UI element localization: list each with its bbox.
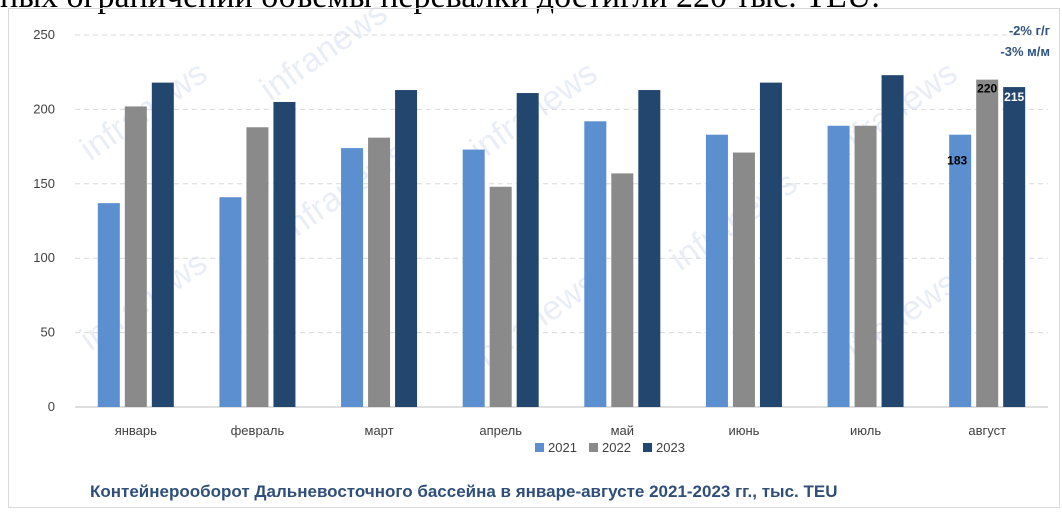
legend-swatch [589,443,598,452]
x-tick-label: август [968,423,1006,438]
bar-2021 [827,125,850,407]
data-label: 215 [1004,90,1024,104]
bar-2023 [273,101,296,408]
y-tick-label: 200 [33,101,55,116]
bar-2021 [584,121,607,407]
legend-label: 2022 [602,440,631,455]
article-text-fragment: ных ограничений объемы перевалки достигл… [0,0,880,16]
bar-2023 [151,82,174,407]
bar-2023 [1003,87,1026,407]
bar-2023 [638,90,661,407]
legend-label: 2023 [656,440,685,455]
bar-2023 [759,82,782,407]
bar-2022 [368,137,391,407]
annotation-text: -2% г/г [1009,23,1051,38]
x-tick-label: июнь [728,423,759,438]
legend-swatch [535,443,544,452]
bar-2021 [949,134,972,408]
y-tick-label: 100 [33,250,55,265]
x-tick-label: июль [850,423,881,438]
x-tick-label: январь [115,423,157,438]
bar-2021 [219,197,242,407]
x-tick-label: февраль [231,423,285,438]
bar-2022 [854,125,877,407]
chart-title: Контейнерооборот Дальневосточного бассей… [90,482,837,501]
y-tick-label: 0 [48,399,55,414]
bar-2023 [516,93,539,408]
y-tick-label: 250 [33,27,55,42]
bar-2022 [611,173,634,407]
bar-2022 [489,186,512,407]
legend-swatch [643,443,652,452]
y-tick-label: 50 [41,325,55,340]
x-tick-label: апрель [479,423,522,438]
data-label: 183 [947,154,967,168]
bar-2021 [341,148,364,407]
legend-label: 2021 [548,440,577,455]
y-tick-label: 150 [33,176,55,191]
x-tick-label: май [611,423,634,438]
x-tick-label: март [365,423,394,438]
watermark-text: infranews [253,0,394,108]
bar-2022 [246,127,269,408]
bar-2021 [462,149,485,408]
bar-2022 [732,152,755,407]
data-label: 220 [977,82,997,96]
bar-2023 [881,75,904,408]
bar-2021 [97,203,120,407]
bar-2022 [976,79,999,407]
bar-2021 [705,134,728,408]
annotation-text: -3% м/м [1000,44,1050,59]
bar-2022 [124,106,147,407]
bar-2023 [395,90,418,407]
